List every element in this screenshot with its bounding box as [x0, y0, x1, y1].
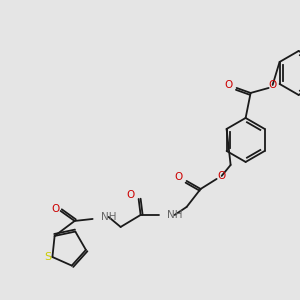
- Text: NH: NH: [167, 210, 182, 220]
- Text: O: O: [52, 204, 60, 214]
- Text: O: O: [175, 172, 183, 182]
- Text: O: O: [268, 80, 277, 90]
- Text: O: O: [218, 171, 226, 181]
- Text: S: S: [44, 252, 51, 262]
- Text: O: O: [127, 190, 135, 200]
- Text: O: O: [224, 80, 233, 90]
- Text: NH: NH: [100, 212, 116, 222]
